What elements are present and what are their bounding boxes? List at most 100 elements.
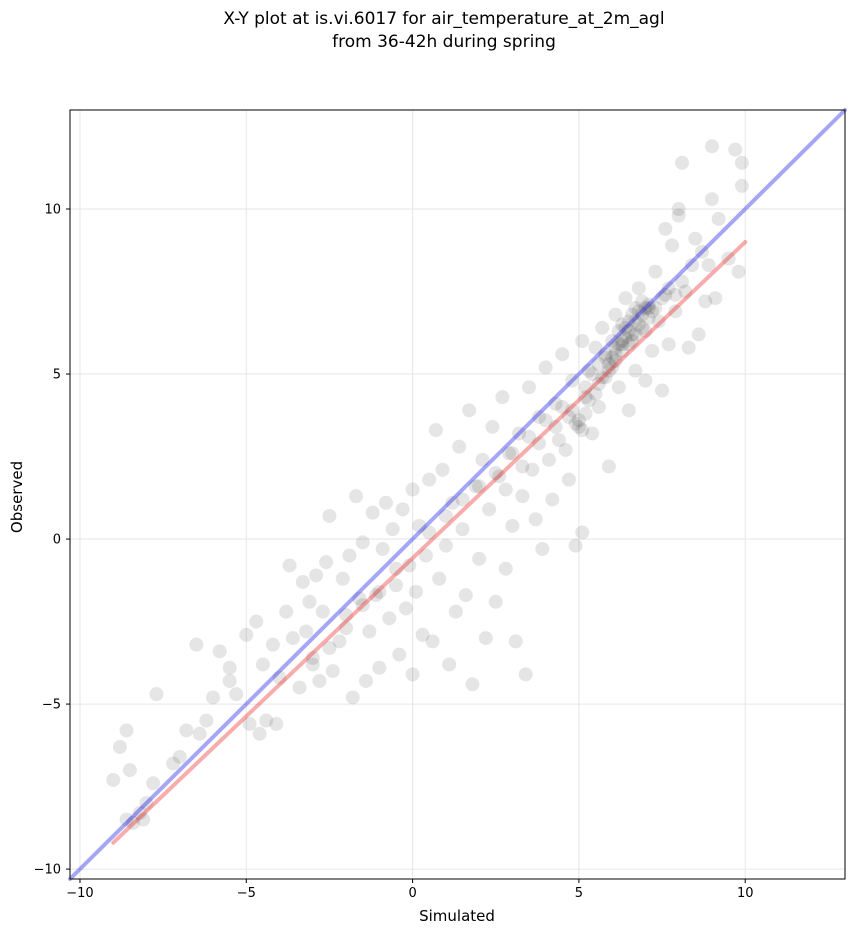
chart-title: X-Y plot at is.vi.6017 for air_temperatu… (223, 9, 664, 52)
scatter-point (631, 304, 646, 319)
scatter-point (292, 680, 307, 695)
scatter-point (522, 380, 537, 395)
scatter-point (166, 756, 181, 771)
scatter-point (708, 291, 723, 306)
scatter-point (408, 584, 423, 599)
scatter-point (428, 423, 443, 438)
scatter-point (502, 446, 517, 461)
scatter-point (645, 304, 660, 319)
scatter-point (505, 446, 520, 461)
scatter-point (325, 664, 340, 679)
scatter-point (665, 238, 680, 253)
x-tick-label: 10 (737, 886, 754, 901)
scatter-point (222, 660, 237, 675)
scatter-point (615, 334, 630, 349)
scatter-point (605, 350, 620, 365)
scatter-point (688, 231, 703, 246)
scatter-point (648, 264, 663, 279)
y-tick-label: −5 (42, 698, 61, 713)
scatter-point (561, 409, 576, 424)
scatter-point (641, 301, 656, 316)
scatter-point (239, 627, 254, 642)
scatter-point (731, 264, 746, 279)
scatter-point (618, 291, 633, 306)
scatter-point (395, 502, 410, 517)
scatter-point (339, 621, 354, 636)
scatter-point (601, 363, 616, 378)
scatter-point (625, 327, 640, 342)
scatter-point (585, 426, 600, 441)
scatter-point (575, 423, 590, 438)
scatter-point (432, 571, 447, 586)
x-axis-ticks: −10 −5 0 5 10 (66, 879, 753, 901)
scatter-point (711, 211, 726, 226)
scatter-point (312, 673, 327, 688)
scatter-point (488, 594, 503, 609)
scatter-point (628, 314, 643, 329)
fit-line (111, 240, 748, 845)
scatter-point (678, 284, 693, 299)
scatter-point (359, 673, 374, 688)
scatter-point (635, 307, 650, 322)
scatter-point (422, 472, 437, 487)
scatter-point (299, 624, 314, 639)
y-tick-label: −10 (34, 863, 61, 878)
scatter-point (734, 155, 749, 170)
scatter-point (242, 716, 257, 731)
scatter-point (339, 607, 354, 622)
scatter-point (551, 433, 566, 448)
scatter-point (605, 334, 620, 349)
scatter-point (505, 518, 520, 533)
scatter-point (402, 558, 417, 573)
scatter-point (508, 634, 523, 649)
scatter-point (122, 763, 137, 778)
scatter-point (179, 723, 194, 738)
scatter-point (588, 386, 603, 401)
scatter-point (525, 462, 540, 477)
scatter-point (422, 525, 437, 540)
scatter-point (641, 310, 656, 325)
scatter-point (485, 419, 500, 434)
scatter-point (621, 324, 636, 339)
scatter-point (655, 291, 670, 306)
scatter-point (561, 472, 576, 487)
scatter-point (571, 419, 586, 434)
scatter-point (704, 139, 719, 154)
scatter-point (405, 482, 420, 497)
scatter-point (555, 400, 570, 415)
scatter-point (721, 251, 736, 266)
scatter-point (538, 360, 553, 375)
scatter-point (638, 373, 653, 388)
scatter-point (285, 631, 300, 646)
scatter-point (512, 426, 527, 441)
scatter-point (146, 776, 161, 791)
scatter-point (671, 202, 686, 217)
scatter-point (332, 634, 347, 649)
x-tick-label: 0 (408, 886, 416, 901)
scatter-point (438, 508, 453, 523)
scatter-point (621, 403, 636, 418)
scatter-point (638, 301, 653, 316)
scatter-point (595, 370, 610, 385)
scatter-point (734, 178, 749, 193)
scatter-point (139, 796, 154, 811)
scatter-point (252, 726, 267, 741)
scatter-point (302, 594, 317, 609)
scatter-point (591, 376, 606, 391)
scatter-point (495, 390, 510, 405)
scatter-point (498, 561, 513, 576)
scatter-point (492, 469, 507, 484)
scatter-point (126, 815, 141, 830)
scatter-point (615, 317, 630, 332)
scatter-point (372, 584, 387, 599)
scatter-point (438, 538, 453, 553)
scatter-point (728, 142, 743, 157)
scatter-point (608, 347, 623, 362)
scatter-point (149, 687, 164, 702)
scatter-point (658, 221, 673, 236)
scatter-point (392, 647, 407, 662)
scatter-point (591, 400, 606, 415)
y-tick-label: 0 (53, 533, 61, 548)
scatter-point (418, 548, 433, 563)
scatter-point (106, 772, 121, 787)
